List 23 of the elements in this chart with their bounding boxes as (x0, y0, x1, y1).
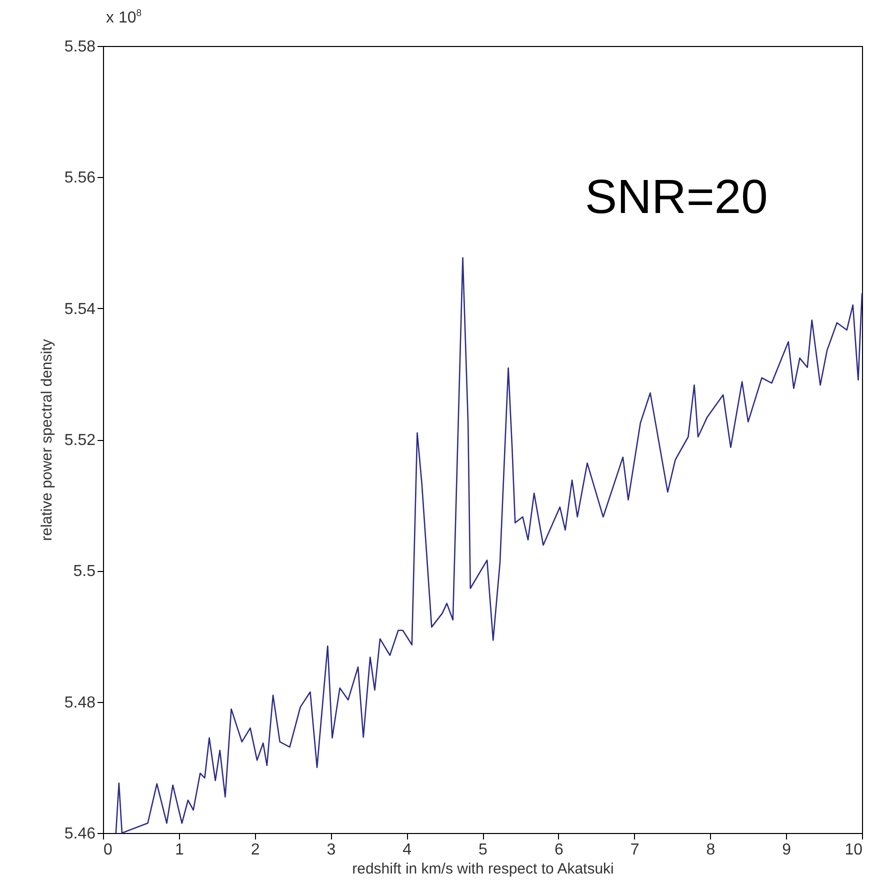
x-axis-title: redshift in km/s with respect to Akatsuki (352, 860, 614, 878)
x-tick-label: 7 (630, 842, 640, 858)
x-tick-label: 1 (174, 842, 184, 858)
x-tick-label: 8 (706, 842, 716, 858)
x-tick-label: 6 (554, 842, 564, 858)
annotation: SNR=20 (585, 170, 768, 225)
x-tick-label: 4 (402, 842, 412, 858)
x-tick-label: 9 (782, 842, 792, 858)
y-axis-title: relative power spectral density (38, 338, 56, 541)
x-tick-label: 0 (104, 842, 112, 858)
y-tick-label: 5.56 (64, 170, 96, 187)
x-tick-label: 10 (844, 842, 863, 858)
x-tick-label: 5 (478, 842, 488, 858)
y-tick-label: 5.52 (64, 432, 96, 449)
x-tick-label: 3 (326, 842, 336, 858)
text: x 10$^{8}$ (106, 8, 142, 28)
y-tick-label: 5.54 (64, 300, 96, 318)
x-tick-label: 2 (250, 842, 260, 858)
y-tick-label: 5.58 (64, 38, 96, 56)
y-tick-label: 5.46 (64, 826, 96, 842)
y-tick-label: 5.5 (73, 563, 96, 580)
line-series (115, 257, 863, 834)
y-tick-label: 5.48 (64, 694, 96, 712)
